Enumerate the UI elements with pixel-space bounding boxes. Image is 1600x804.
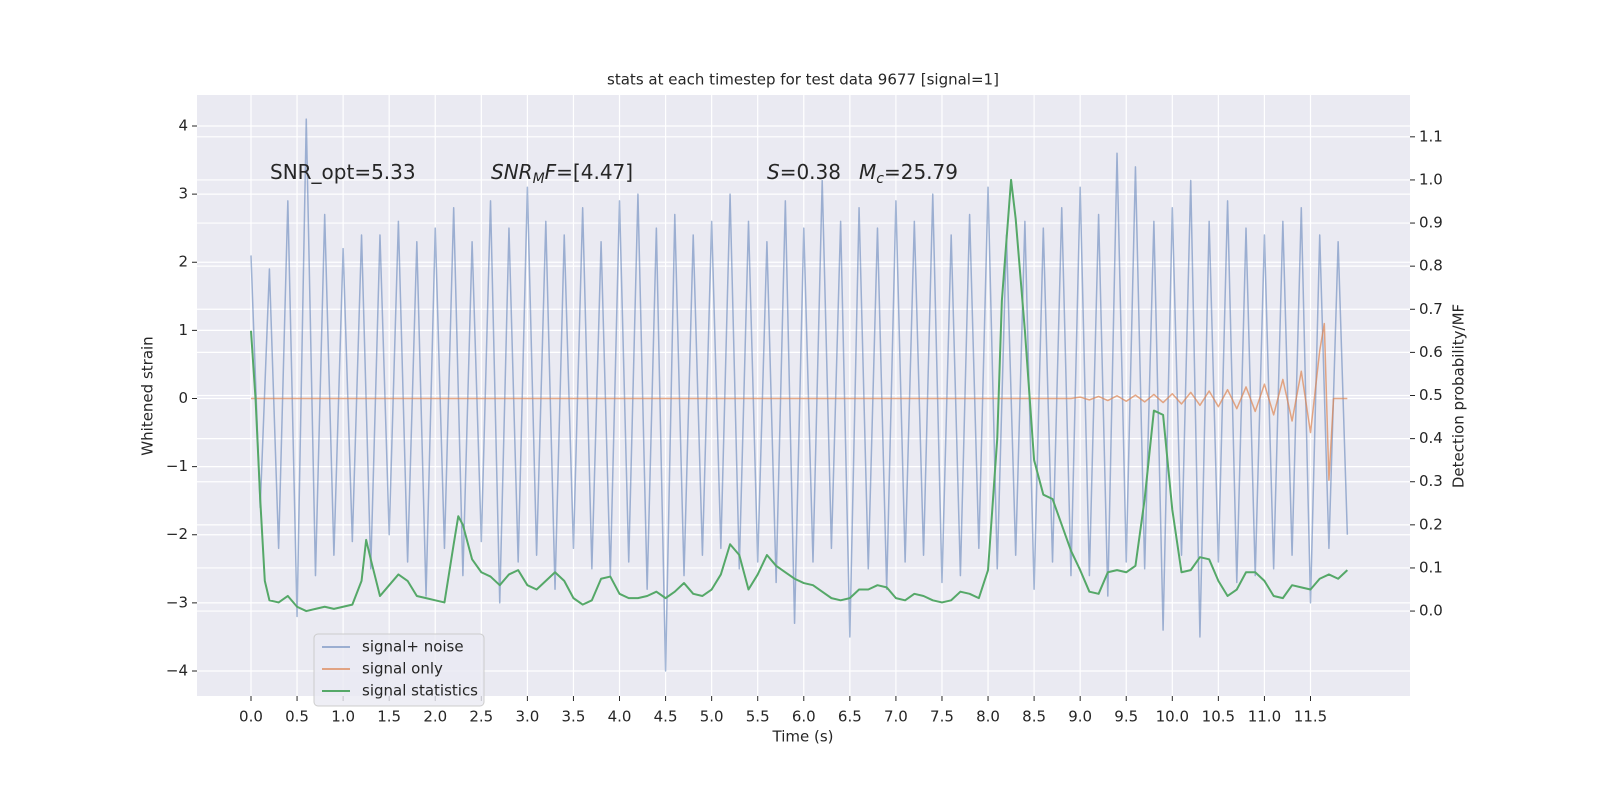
annotation-part: F (545, 160, 557, 184)
x-tick-label: 1.0 (331, 708, 355, 726)
annotation: Mc=25.79 (859, 160, 958, 188)
y2-tick-label: 0.1 (1419, 558, 1443, 576)
y2-tick-label: 0.6 (1419, 343, 1443, 361)
annotation-part: =25.79 (884, 160, 958, 184)
y2-tick-label: 0.7 (1419, 300, 1443, 318)
series-line (250, 118, 1349, 672)
x-tick-label: 5.5 (746, 708, 770, 726)
x-tick-label: 9.5 (1114, 708, 1138, 726)
y-tick-label: −3 (166, 593, 188, 611)
x-tick-label: 9.0 (1068, 708, 1092, 726)
x-tick-label: 1.5 (377, 708, 401, 726)
legend-label: signal only (362, 660, 443, 678)
x-tick-label: 3.0 (515, 708, 539, 726)
x-tick-label: 10.0 (1156, 708, 1189, 726)
annotation: SNRMF=[4.47] (491, 160, 633, 188)
y2-tick-label: 0.0 (1419, 602, 1443, 620)
annotation-part: =[4.47] (556, 160, 633, 184)
x-tick-label: 2.0 (423, 708, 447, 726)
x-tick-label: 8.5 (1022, 708, 1046, 726)
x-tick-label: 6.5 (838, 708, 862, 726)
annotation: SNR_opt=5.33 (270, 160, 416, 184)
y-tick-label: 3 (178, 185, 188, 203)
legend-label: signal statistics (362, 682, 478, 700)
series-line (250, 322, 1348, 481)
y2-tick-label: 0.9 (1419, 214, 1443, 232)
y-axis-label: Whitened strain (139, 336, 157, 455)
y-tick-label: 1 (178, 321, 188, 339)
legend-box (313, 633, 485, 707)
y2-tick-label: 1.0 (1419, 170, 1443, 188)
x-tick-label: 8.0 (976, 708, 1000, 726)
x-tick-label: 0.5 (285, 708, 309, 726)
legend-label: signal+ noise (362, 638, 464, 656)
x-tick-label: 11.5 (1294, 708, 1327, 726)
marks (249, 118, 1349, 672)
y2-tick-label: 0.5 (1419, 386, 1443, 404)
x-tick-label: 11.0 (1248, 708, 1281, 726)
y-tick-label: −2 (166, 525, 188, 543)
x-tick-label: 6.0 (792, 708, 816, 726)
series-line (249, 178, 1349, 613)
x-tick-label: 0.0 (239, 708, 263, 726)
chart-title: stats at each timestep for test data 967… (607, 71, 999, 89)
y2-axis-label: Detection probability/MF (1450, 304, 1468, 488)
x-tick-label: 3.5 (562, 708, 586, 726)
x-tick-label: 5.0 (700, 708, 724, 726)
y2-tick-label: 0.8 (1419, 257, 1443, 275)
y-tick-label: 4 (178, 116, 188, 134)
x-tick-label: 2.5 (469, 708, 493, 726)
x-tick-label: 7.0 (884, 708, 908, 726)
annotation-part: c (876, 171, 884, 187)
annotation-part: SNR_opt=5.33 (270, 160, 416, 184)
y-tick-label: −1 (166, 457, 188, 475)
annotation-part: M (533, 171, 545, 187)
y-tick-label: 0 (178, 389, 188, 407)
y2-tick-label: 0.2 (1419, 515, 1443, 533)
y-tick-label: 2 (178, 253, 188, 271)
annotation-part: S (767, 160, 780, 184)
annotation-part: M (859, 160, 876, 184)
y2-tick-label: 1.1 (1419, 127, 1443, 145)
x-tick-label: 4.5 (654, 708, 678, 726)
y2-tick-label: 0.4 (1419, 429, 1443, 447)
x-tick-label: 10.5 (1202, 708, 1235, 726)
x-axis-label: Time (s) (772, 728, 834, 746)
x-tick-label: 4.0 (608, 708, 632, 726)
annotation-part: =0.38 (780, 160, 841, 184)
annotation: S=0.38 (767, 160, 841, 184)
y-tick-label: −4 (166, 661, 188, 679)
annotation-part: SNR (491, 160, 533, 184)
x-tick-label: 7.5 (930, 708, 954, 726)
y2-tick-label: 0.3 (1419, 472, 1443, 490)
